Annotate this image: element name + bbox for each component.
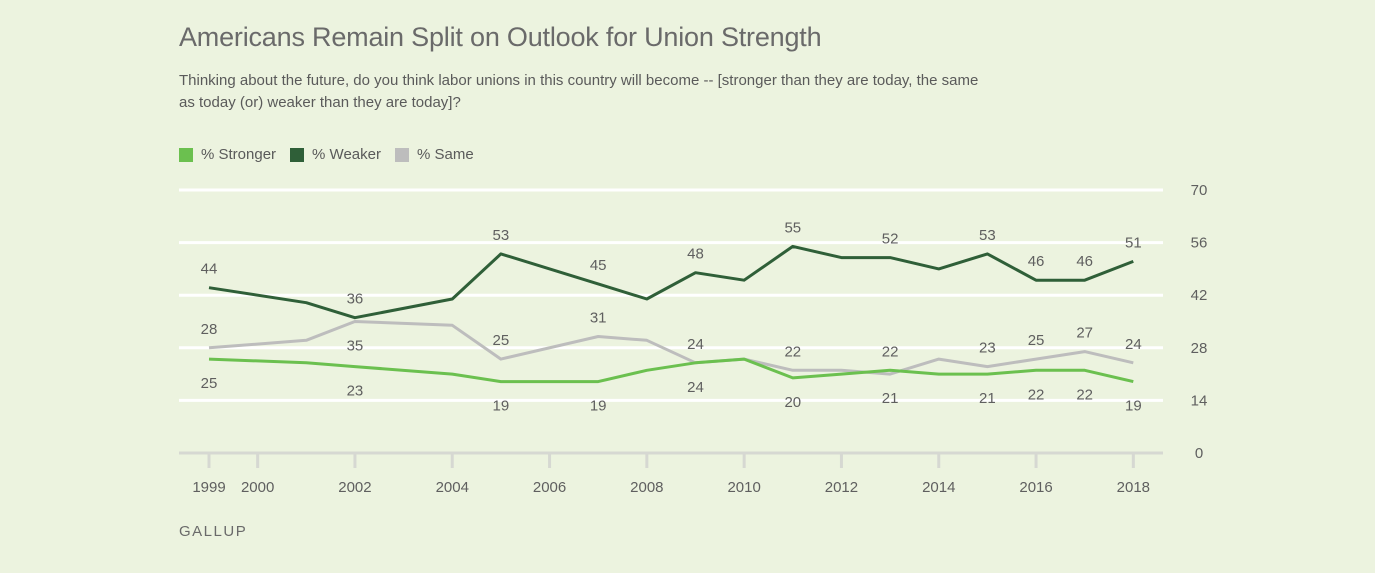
data-label-stronger: 19: [590, 398, 607, 415]
series-layer: [208, 244, 1134, 384]
data-label-stronger: 19: [493, 398, 510, 415]
data-label-stronger: 22: [1028, 386, 1045, 403]
x-tick-label: 2000: [241, 479, 274, 496]
data-label-stronger: 24: [687, 379, 704, 396]
legend-swatch-stronger: [179, 147, 193, 162]
data-label-stronger: 25: [201, 375, 218, 392]
y-tick-label: 14: [1191, 392, 1208, 409]
data-label-same: 24: [687, 336, 704, 353]
x-tick-label: 2006: [533, 479, 566, 496]
data-label-same: 22: [784, 343, 801, 360]
data-label-stronger: 21: [882, 390, 899, 407]
series-line-stronger: [208, 357, 1134, 384]
data-label-same: 35: [347, 338, 364, 355]
data-label-weaker: 53: [493, 227, 510, 244]
data-label-same: 28: [201, 321, 218, 338]
legend-label-same: % Same: [416, 146, 474, 163]
data-label-same: 27: [1076, 325, 1093, 342]
data-label-same: 23: [979, 340, 996, 357]
legend-swatch-weaker: [290, 147, 305, 162]
legend-label-stronger: % Stronger: [201, 146, 277, 163]
legend-swatch-same: [394, 147, 409, 162]
data-label-same: 25: [1028, 332, 1045, 349]
data-label-weaker: 44: [201, 261, 218, 278]
y-axis: 0 14 28 42 56 70: [1191, 182, 1208, 462]
source-label: GALLUP: [179, 523, 248, 540]
data-label-same: 25: [493, 332, 510, 349]
y-tick-label: 70: [1191, 182, 1208, 199]
data-label-weaker: 46: [1076, 253, 1093, 270]
y-tick-label: 42: [1191, 287, 1208, 304]
data-label-same: 31: [590, 310, 607, 327]
data-label-stronger: 19: [1125, 398, 1142, 415]
chart-legend: % Stronger % Weaker % Same: [179, 146, 488, 163]
y-tick-label: 28: [1191, 340, 1208, 357]
x-tick-label: 2002: [338, 479, 371, 496]
data-label-weaker: 51: [1125, 234, 1142, 251]
chart-title: Americans Remain Split on Outlook for Un…: [179, 22, 822, 52]
x-tick-label: 2018: [1117, 479, 1150, 496]
data-label-weaker: 48: [687, 246, 704, 263]
legend-item-same: % Same: [394, 146, 474, 163]
data-label-weaker: 45: [590, 257, 607, 274]
data-label-weaker: 52: [882, 231, 899, 248]
x-tick-label: 2014: [922, 479, 955, 496]
data-label-weaker: 53: [979, 227, 996, 244]
data-label-weaker: 46: [1028, 253, 1045, 270]
data-label-weaker: 55: [784, 219, 801, 236]
legend-label-weaker: % Weaker: [312, 146, 381, 163]
x-tick-label: 2012: [825, 479, 858, 496]
legend-item-weaker: % Weaker: [290, 146, 381, 163]
x-tick-label: 2010: [727, 479, 760, 496]
data-label-stronger: 21: [979, 390, 996, 407]
chart-subtitle: Thinking about the future, do you think …: [179, 72, 979, 111]
y-tick-label: 0: [1195, 445, 1203, 462]
x-tick-label: 2004: [436, 479, 469, 496]
y-tick-label: 56: [1191, 235, 1208, 252]
grid-layer: [179, 188, 1163, 455]
data-label-stronger: 20: [784, 394, 801, 411]
data-label-same: 24: [1125, 336, 1142, 353]
x-axis: 1999 2000 2002 2004 2006 2008 2010 2012 2014 2016…: [192, 454, 1150, 496]
data-label-stronger: 23: [347, 383, 364, 400]
legend-item-stronger: % Stronger: [179, 146, 276, 163]
data-label-weaker: 36: [347, 291, 364, 308]
x-tick-label: 2008: [630, 479, 663, 496]
data-labels-layer: 44 36 53 45 48 55 52 53 46 46 51 28 35 25 31 24 22 22 23 25…: [201, 219, 1142, 414]
data-label-same: 22: [882, 343, 899, 360]
series-line-weaker: [208, 244, 1134, 320]
x-tick-label: 2016: [1019, 479, 1052, 496]
x-tick-label: 1999: [192, 479, 225, 496]
data-label-stronger: 22: [1076, 386, 1093, 403]
